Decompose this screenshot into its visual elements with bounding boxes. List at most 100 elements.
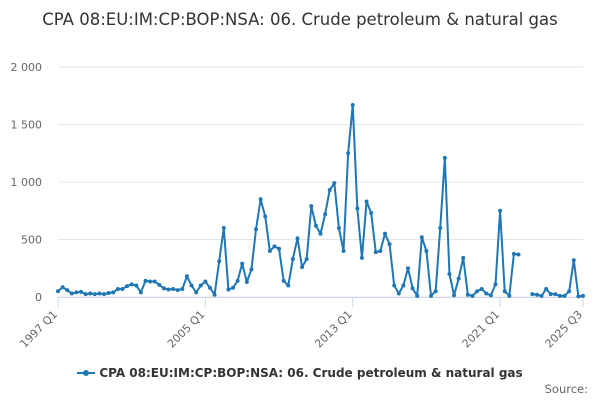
data-point[interactable]: [373, 250, 378, 255]
data-point[interactable]: [189, 283, 194, 288]
data-point[interactable]: [106, 290, 111, 295]
data-point[interactable]: [194, 290, 199, 295]
data-point[interactable]: [415, 293, 420, 298]
data-point[interactable]: [217, 259, 222, 264]
data-point[interactable]: [267, 249, 272, 253]
data-point[interactable]: [290, 257, 295, 262]
data-point[interactable]: [378, 249, 383, 253]
data-point[interactable]: [341, 249, 346, 253]
data-point[interactable]: [129, 282, 134, 287]
data-point[interactable]: [148, 279, 153, 284]
data-point[interactable]: [475, 289, 480, 294]
data-point[interactable]: [157, 282, 162, 287]
data-point[interactable]: [419, 235, 424, 240]
data-point[interactable]: [424, 249, 429, 253]
data-point[interactable]: [231, 285, 235, 290]
data-point[interactable]: [479, 286, 484, 291]
data-point[interactable]: [323, 212, 328, 217]
data-point[interactable]: [134, 283, 139, 288]
data-point[interactable]: [447, 272, 452, 276]
data-point[interactable]: [249, 267, 254, 272]
data-point[interactable]: [111, 290, 116, 295]
data-point[interactable]: [244, 280, 249, 285]
data-point[interactable]: [507, 293, 512, 298]
data-point[interactable]: [452, 293, 457, 298]
data-point[interactable]: [327, 188, 332, 193]
data-point[interactable]: [79, 289, 84, 294]
data-point[interactable]: [470, 293, 475, 298]
data-point[interactable]: [571, 258, 576, 263]
data-point[interactable]: [429, 293, 434, 298]
data-point[interactable]: [557, 293, 562, 298]
data-point[interactable]: [60, 285, 65, 290]
data-point[interactable]: [364, 199, 369, 204]
data-point[interactable]: [97, 291, 102, 296]
data-point[interactable]: [511, 251, 516, 256]
data-point[interactable]: [567, 289, 572, 294]
data-point[interactable]: [442, 155, 447, 160]
data-point[interactable]: [226, 287, 231, 292]
data-point[interactable]: [498, 208, 503, 213]
data-point[interactable]: [272, 244, 277, 249]
data-point[interactable]: [392, 283, 397, 288]
data-point[interactable]: [207, 285, 212, 290]
data-point[interactable]: [318, 231, 323, 236]
data-point[interactable]: [456, 276, 461, 281]
data-point[interactable]: [387, 242, 392, 247]
data-point[interactable]: [502, 289, 507, 294]
data-point[interactable]: [300, 265, 305, 270]
data-point[interactable]: [369, 211, 374, 216]
data-point[interactable]: [295, 236, 300, 241]
data-point[interactable]: [544, 286, 549, 291]
data-point[interactable]: [92, 292, 97, 297]
data-point[interactable]: [161, 286, 166, 291]
data-point[interactable]: [171, 286, 176, 291]
data-point[interactable]: [396, 291, 401, 296]
data-point[interactable]: [65, 288, 70, 293]
data-point[interactable]: [401, 283, 406, 288]
data-point[interactable]: [309, 204, 314, 209]
data-point[interactable]: [56, 289, 60, 294]
data-point[interactable]: [493, 282, 498, 287]
data-point[interactable]: [576, 294, 581, 299]
data-point[interactable]: [355, 206, 360, 211]
data-point[interactable]: [461, 255, 466, 260]
data-point[interactable]: [488, 293, 493, 298]
data-point[interactable]: [175, 288, 180, 293]
data-point[interactable]: [548, 292, 553, 297]
data-point[interactable]: [83, 292, 88, 297]
credits[interactable]: Source:: [544, 382, 588, 396]
legend[interactable]: CPA 08:EU:IM:CP:BOP:NSA: 06. Crude petro…: [0, 364, 600, 381]
data-point[interactable]: [69, 291, 74, 296]
data-point[interactable]: [254, 227, 259, 232]
data-point[interactable]: [235, 278, 240, 283]
data-point[interactable]: [313, 223, 318, 228]
data-point[interactable]: [166, 287, 171, 292]
data-point[interactable]: [406, 266, 410, 271]
data-point[interactable]: [534, 292, 539, 297]
data-point[interactable]: [258, 197, 263, 202]
data-point[interactable]: [286, 283, 291, 288]
data-point[interactable]: [433, 289, 438, 294]
data-point[interactable]: [465, 292, 470, 297]
data-point[interactable]: [516, 252, 521, 257]
data-point[interactable]: [530, 292, 535, 297]
data-point[interactable]: [539, 293, 544, 298]
data-point[interactable]: [281, 278, 286, 283]
data-point[interactable]: [120, 286, 125, 291]
data-point[interactable]: [240, 261, 245, 266]
data-point[interactable]: [350, 102, 355, 107]
data-point[interactable]: [438, 226, 443, 230]
data-point[interactable]: [198, 283, 203, 288]
data-point[interactable]: [212, 292, 217, 297]
data-point[interactable]: [184, 274, 189, 279]
data-point[interactable]: [74, 290, 79, 295]
data-point[interactable]: [180, 286, 185, 291]
data-point[interactable]: [152, 279, 157, 284]
data-point[interactable]: [138, 290, 143, 295]
data-point[interactable]: [88, 291, 93, 296]
data-point[interactable]: [143, 278, 148, 283]
data-point[interactable]: [304, 257, 309, 262]
data-point[interactable]: [102, 292, 107, 297]
data-point[interactable]: [203, 279, 208, 284]
